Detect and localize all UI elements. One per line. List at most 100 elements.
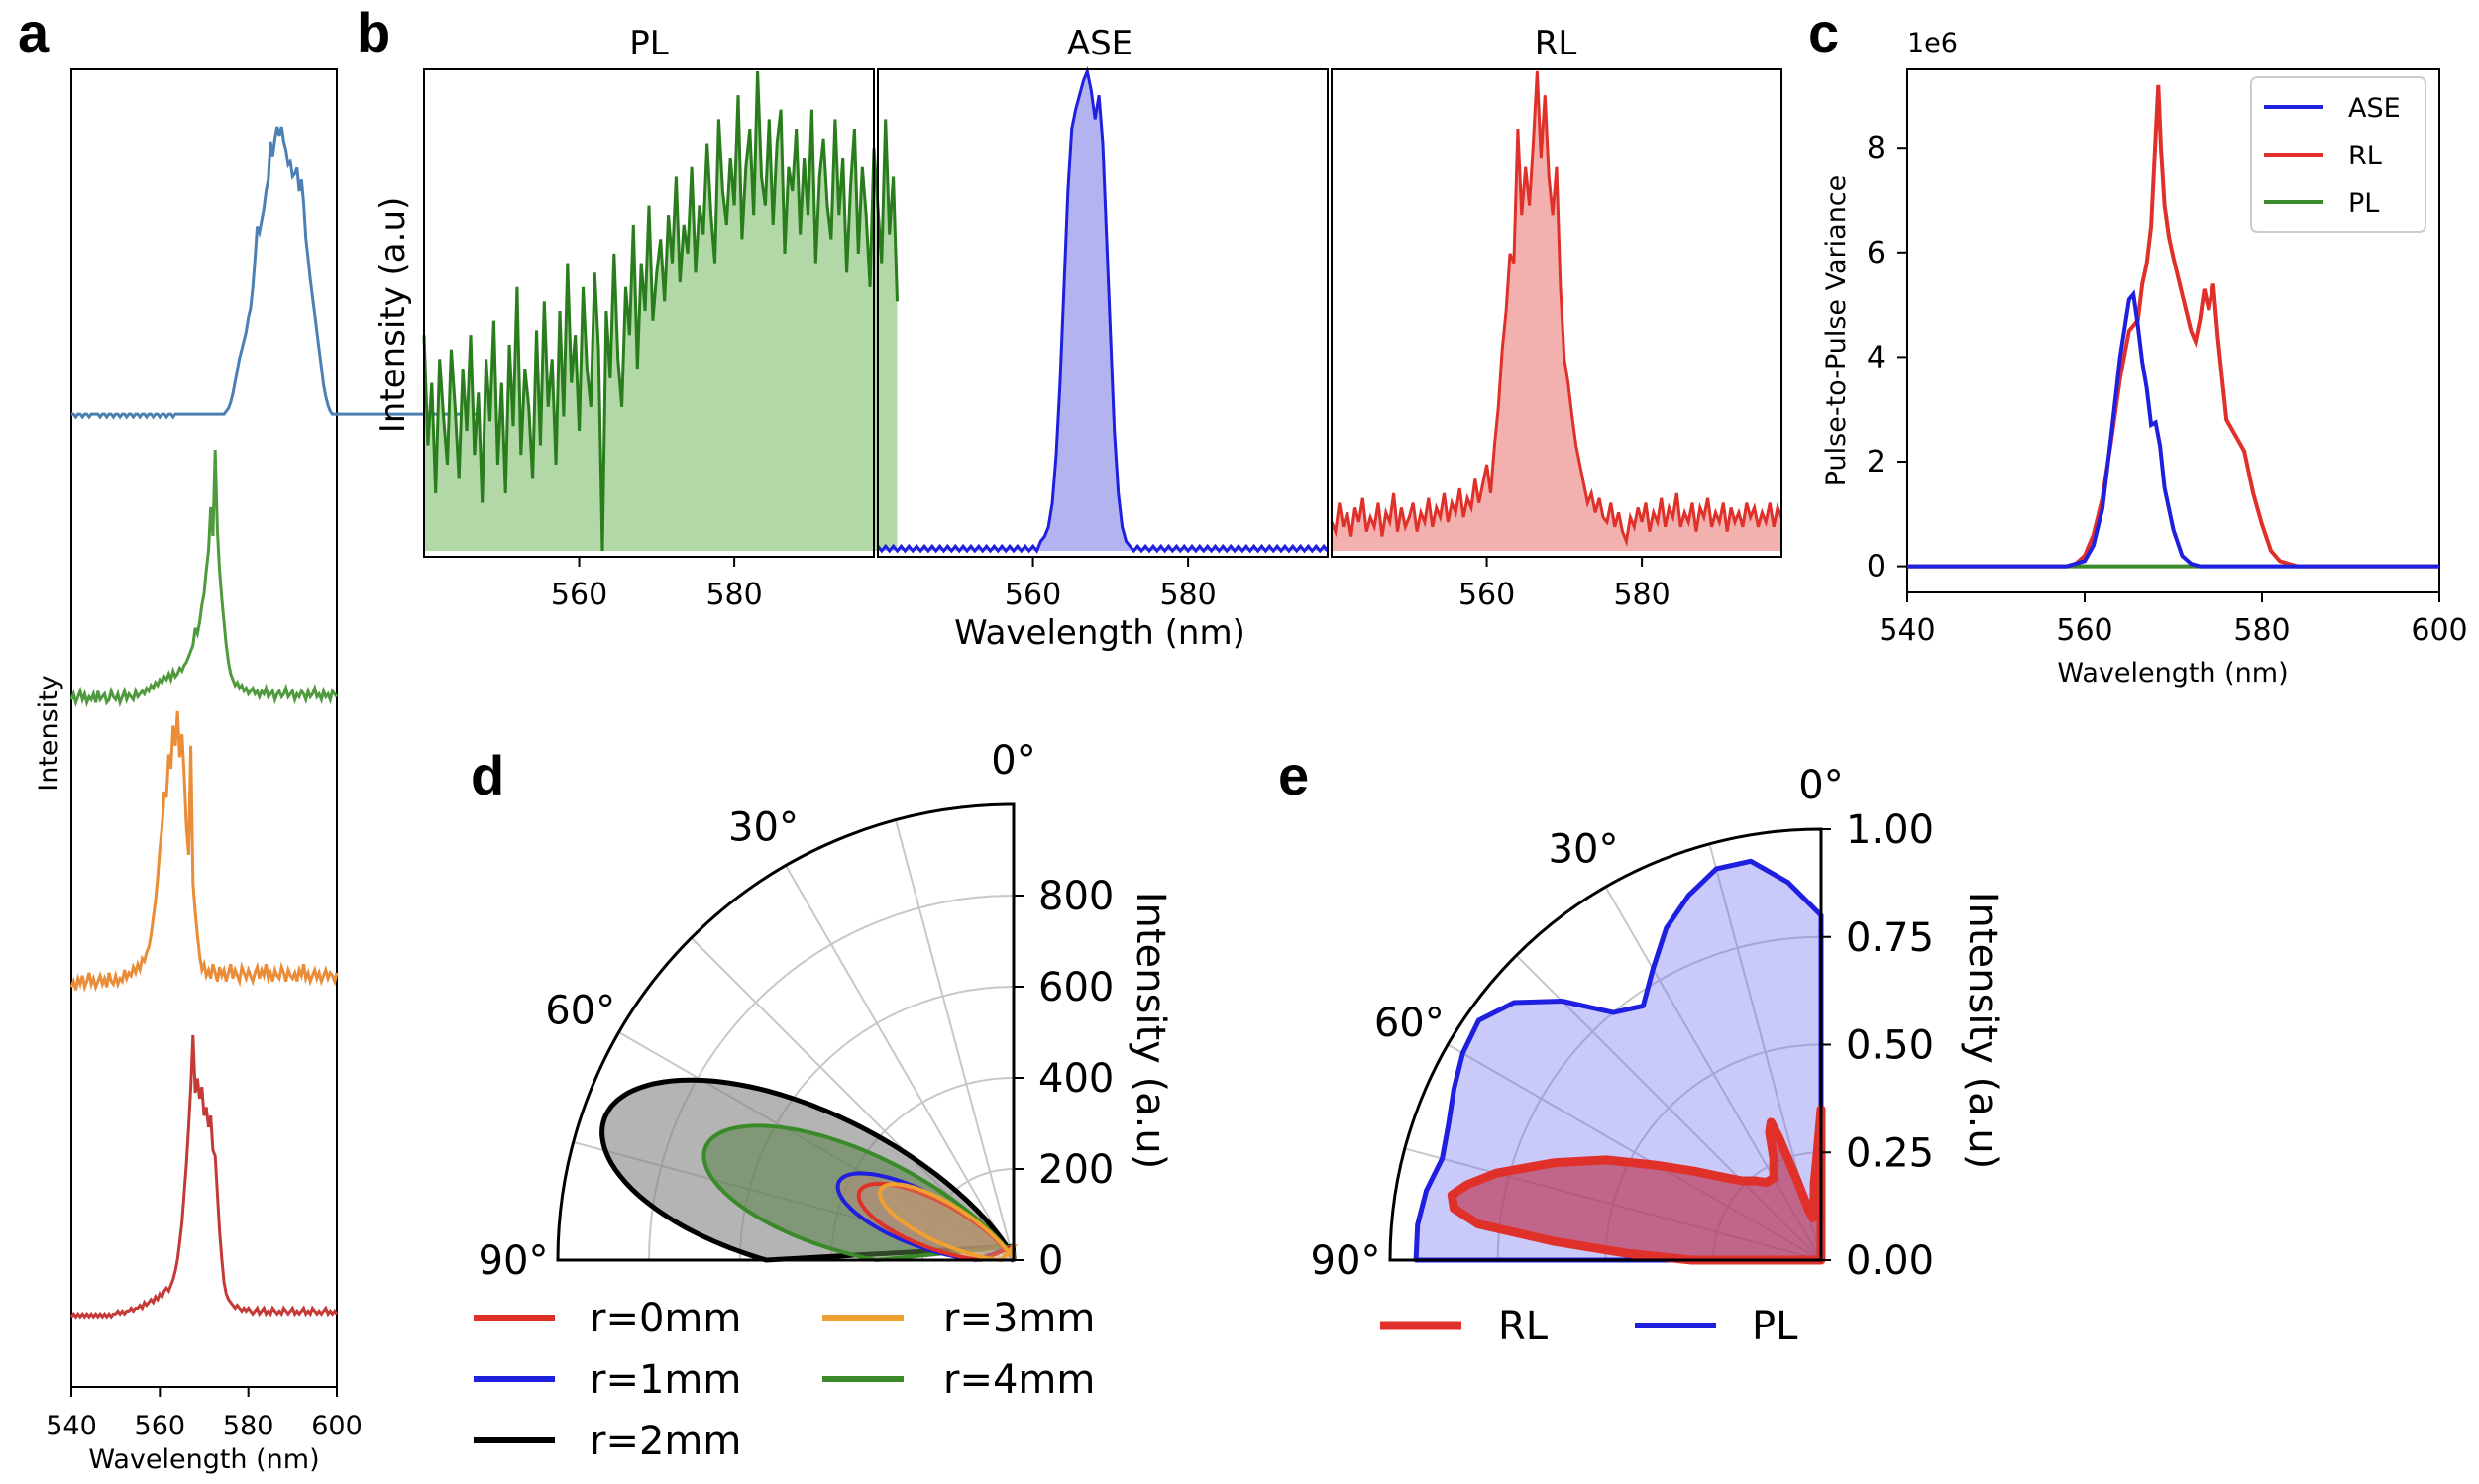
panel-c-legend: ASE RL PL bbox=[2250, 76, 2426, 233]
panel-c-xlabel: Wavelength (nm) bbox=[2057, 658, 2288, 689]
polar-theta-label: 90° bbox=[1311, 1238, 1381, 1284]
panel-c-ylabel: Pulse-to-Pulse Variance bbox=[1821, 175, 1852, 487]
panel-b-frame bbox=[1331, 68, 1782, 558]
polar-theta-label: 30° bbox=[1549, 826, 1619, 872]
panel-b-xtick-label: 580 bbox=[1159, 578, 1216, 612]
panel-c-frame bbox=[1906, 68, 2440, 593]
panel-label-b: b bbox=[357, 1, 390, 63]
panel-d-rlabel: Intensity (a.u) bbox=[1128, 892, 1173, 1170]
panel-d-legend: r=0mm r=1mm r=2mm r=3mm r=4mm bbox=[474, 1296, 1095, 1464]
polar-theta-label: 0° bbox=[991, 738, 1035, 784]
panel-a-frame bbox=[70, 68, 338, 1388]
panel-b-line-ase bbox=[876, 65, 1330, 554]
panel-label-a: a bbox=[18, 1, 50, 63]
panel-b-fill-ase bbox=[878, 71, 1328, 551]
panel-c-xtick-label: 600 bbox=[2411, 613, 2467, 648]
legend-e-pl-label: PL bbox=[1752, 1304, 1798, 1349]
panel-e-rlabel: Intensity (a.u) bbox=[1960, 892, 2005, 1170]
panel-b-subplot-pl: PL 560 580 bbox=[422, 24, 899, 612]
panel-a-trace-4 bbox=[69, 1034, 339, 1320]
legend-d-r1-label: r=1mm bbox=[590, 1357, 741, 1403]
panel-b-xtick-label: 580 bbox=[705, 578, 762, 612]
polar-rtick-label: 0.25 bbox=[1846, 1130, 1934, 1176]
panel-c-ytick-label: 2 bbox=[1867, 445, 1886, 479]
panel-b-line-pl bbox=[422, 70, 899, 552]
panel-c: 540 560 580 600 0 2 4 6 8 1e6 Wavelength (nm) Pu… bbox=[1821, 28, 2468, 689]
panel-c-legend-box bbox=[2250, 76, 2426, 233]
panel-a-xtick-label: 600 bbox=[311, 1411, 363, 1441]
panel-b-ylabel: Intensity (a.u) bbox=[374, 197, 413, 434]
panel-b-title-pl: PL bbox=[629, 24, 669, 63]
panel-c-offset-label: 1e6 bbox=[1907, 28, 1958, 58]
panel-b-xtick-label: 560 bbox=[1005, 578, 1061, 612]
panel-e: 0.00 0.25 0.50 0.75 1.000° 30° 60° 90° Intensit… bbox=[1311, 763, 2005, 1349]
panel-a-trace-1 bbox=[71, 126, 477, 420]
polar-theta-label: 30° bbox=[728, 805, 799, 851]
panel-b-title-ase: ASE bbox=[1067, 24, 1132, 63]
polar-rtick-label: 0.50 bbox=[1846, 1023, 1934, 1069]
panel-a-trace-3 bbox=[69, 710, 339, 993]
panel-c-xtick-label: 540 bbox=[1879, 613, 1935, 648]
legend-d-r3-label: r=3mm bbox=[943, 1296, 1095, 1341]
panel-d-curve-r=3mm bbox=[878, 1182, 1019, 1263]
legend-pl-label: PL bbox=[2348, 188, 2379, 219]
legend-ase-label: ASE bbox=[2348, 93, 2401, 124]
polar-theta-label: 0° bbox=[1798, 763, 1843, 808]
polar-grid-spoke bbox=[894, 819, 1015, 1261]
panel-c-ytick-label: 4 bbox=[1867, 340, 1886, 374]
panel-e-curve-rl bbox=[1447, 1105, 1826, 1265]
panel-a: 540 560 580 600 Wavelength (nm) Intensity bbox=[34, 68, 477, 1475]
panel-a-xlabel: Wavelength (nm) bbox=[88, 1444, 319, 1475]
polar-theta-label: 60° bbox=[1374, 1001, 1445, 1046]
panel-e-legend: RL PL bbox=[1380, 1304, 1798, 1349]
panel-a-xtick-label: 560 bbox=[135, 1411, 186, 1441]
panel-b-subplot-rl: RL 560 580 bbox=[1330, 24, 1783, 612]
panel-label-e: e bbox=[1278, 744, 1309, 806]
panel-d: 0 200 400 600 800 0° 30° 60° 90° Intensity (a.u)… bbox=[474, 738, 1173, 1464]
polar-frame bbox=[1388, 827, 1823, 1262]
panel-b-fill-pl bbox=[424, 71, 898, 551]
panel-c-ytick-label: 6 bbox=[1867, 236, 1886, 270]
panel-b-xtick-label: 560 bbox=[1458, 578, 1515, 612]
panel-b-frame bbox=[877, 68, 1329, 558]
panel-c-line-ase bbox=[1907, 289, 2439, 569]
panel-a-xtick-label: 580 bbox=[223, 1411, 274, 1441]
polar-frame bbox=[556, 802, 1016, 1262]
panel-a-trace-2 bbox=[69, 449, 339, 708]
polar-grid-spoke bbox=[785, 865, 1015, 1261]
panel-a-ylabel: Intensity bbox=[34, 675, 64, 792]
polar-rtick-label: 400 bbox=[1038, 1056, 1114, 1102]
panel-b-frame bbox=[423, 68, 875, 558]
panel-b-xtick-label: 580 bbox=[1613, 578, 1670, 612]
panel-e-curve-pl bbox=[1413, 858, 1824, 1263]
panel-b-fill-rl bbox=[1332, 71, 1781, 551]
polar-theta-label: 90° bbox=[479, 1238, 549, 1284]
panel-b: PL 560 580 ASE 560 580 RL 560 580 Intensity… bbox=[374, 24, 1783, 653]
panel-c-xtick-label: 560 bbox=[2056, 613, 2112, 648]
polar-rtick-label: 600 bbox=[1038, 965, 1114, 1010]
panel-b-subplot-ase: ASE 560 580 bbox=[876, 24, 1330, 612]
polar-rtick-label: 0 bbox=[1038, 1238, 1063, 1284]
legend-d-r0-label: r=0mm bbox=[590, 1296, 741, 1341]
polar-theta-label: 60° bbox=[545, 989, 615, 1034]
panel-b-xtick-label: 560 bbox=[551, 578, 607, 612]
panel-label-c: c bbox=[1808, 1, 1839, 63]
panel-b-title-rl: RL bbox=[1535, 24, 1577, 63]
panel-c-ytick-label: 0 bbox=[1867, 550, 1886, 584]
legend-d-r2-label: r=2mm bbox=[590, 1419, 741, 1464]
polar-rtick-label: 200 bbox=[1038, 1147, 1114, 1193]
polar-rtick-label: 0.00 bbox=[1846, 1238, 1934, 1284]
legend-e-rl-label: RL bbox=[1498, 1304, 1549, 1349]
legend-rl-label: RL bbox=[2348, 141, 2382, 171]
panel-b-line-rl bbox=[1330, 70, 1783, 547]
panel-label-d: d bbox=[471, 744, 504, 806]
panel-c-xtick-label: 580 bbox=[2233, 613, 2290, 648]
legend-d-r4-label: r=4mm bbox=[943, 1357, 1095, 1403]
panel-c-ytick-label: 8 bbox=[1867, 131, 1886, 165]
polar-rtick-label: 0.75 bbox=[1846, 915, 1934, 961]
polar-rtick-label: 1.00 bbox=[1846, 807, 1934, 853]
panel-b-xlabel: Wavelength (nm) bbox=[954, 613, 1245, 653]
polar-rtick-label: 800 bbox=[1038, 874, 1114, 919]
panel-a-xtick-label: 540 bbox=[46, 1411, 97, 1441]
